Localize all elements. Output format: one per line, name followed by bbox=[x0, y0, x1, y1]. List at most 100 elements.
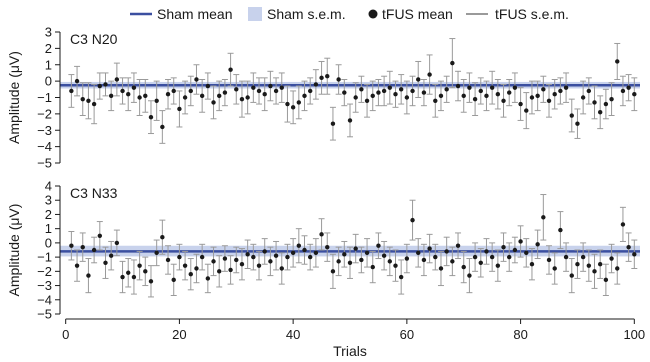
panel-label: C3 N33 bbox=[70, 185, 118, 201]
tfus-mean-point bbox=[444, 87, 449, 92]
tfus-mean-point bbox=[342, 252, 347, 257]
legend-tfus-mean-label: tFUS mean bbox=[382, 6, 453, 22]
tfus-mean-point bbox=[455, 243, 461, 248]
tfus-mean-point bbox=[143, 269, 148, 274]
tfus-mean-point bbox=[438, 266, 444, 271]
tfus-mean-point bbox=[313, 250, 319, 256]
tfus-mean-point bbox=[307, 254, 313, 260]
tfus-mean-point bbox=[148, 114, 154, 120]
legend-tfus-sem-label: tFUS s.e.m. bbox=[495, 6, 569, 22]
tfus-mean-point bbox=[580, 95, 586, 100]
tfus-mean-point bbox=[114, 77, 120, 82]
tfus-mean-point bbox=[484, 93, 489, 99]
tfus-mean-point bbox=[563, 254, 569, 260]
tfus-mean-point bbox=[199, 93, 205, 99]
tfus-mean-point bbox=[91, 101, 97, 107]
tfus-mean-point bbox=[450, 60, 455, 66]
y-tick-label: −2 bbox=[37, 264, 52, 279]
x-tick-label: 20 bbox=[172, 327, 186, 342]
tfus-mean-point bbox=[433, 254, 438, 260]
tfus-mean-point bbox=[478, 88, 483, 94]
tfus-mean-point bbox=[455, 83, 461, 89]
tfus-mean-point bbox=[126, 270, 131, 275]
tfus-mean-point bbox=[143, 93, 148, 99]
tfus-mean-point bbox=[239, 262, 245, 267]
tfus-mean-point bbox=[632, 252, 637, 257]
tfus-mean-point bbox=[398, 87, 404, 92]
tfus-mean-point bbox=[217, 93, 222, 99]
y-axis-title: Amplitude (μV) bbox=[6, 204, 22, 297]
tfus-mean-point bbox=[131, 85, 137, 90]
tfus-mean-point bbox=[592, 100, 597, 105]
tfus-mean-point bbox=[69, 88, 74, 94]
tfus-mean-point bbox=[256, 88, 262, 94]
tfus-mean-point bbox=[177, 106, 182, 112]
tfus-mean-point bbox=[74, 263, 80, 268]
tfus-mean-point bbox=[279, 85, 284, 90]
tfus-mean-point bbox=[387, 259, 393, 264]
tfus-mean-point bbox=[120, 88, 125, 94]
tfus-mean-point bbox=[535, 242, 540, 247]
tfus-mean-point bbox=[211, 259, 216, 264]
tfus-mean-point bbox=[302, 93, 307, 99]
tfus-mean-point bbox=[347, 260, 353, 265]
tfus-mean-point bbox=[325, 74, 330, 79]
panel-c3-n20: 321 0−1−2 −3−4 −5 C3 N20 Amplitude (μV) bbox=[6, 25, 640, 171]
tfus-mean-point bbox=[518, 239, 523, 244]
tfus-mean-point bbox=[359, 257, 364, 263]
tfus-mean-point bbox=[245, 252, 250, 257]
tfus-mean-point bbox=[404, 95, 410, 100]
y-tick-label: 3 bbox=[45, 25, 52, 40]
legend-sham-mean-label: Sham mean bbox=[157, 6, 232, 22]
tfus-mean-point bbox=[234, 257, 239, 263]
tfus-mean-point bbox=[103, 82, 108, 87]
tfus-mean-point bbox=[393, 263, 398, 268]
y-tick-label: −2 bbox=[37, 106, 52, 121]
tfus-mean-point bbox=[97, 233, 103, 238]
tfus-mean-point bbox=[626, 85, 631, 90]
tfus-mean-point bbox=[398, 274, 404, 280]
tfus-mean-point bbox=[296, 100, 302, 105]
tfus-mean-point bbox=[188, 88, 193, 94]
tfus-mean-point bbox=[609, 256, 614, 261]
tfus-mean-point bbox=[558, 88, 563, 94]
tfus-mean-point bbox=[580, 254, 586, 260]
tfus-mean-point bbox=[273, 253, 279, 258]
tfus-mean-point bbox=[512, 247, 518, 253]
y-tick-label: 0 bbox=[45, 235, 52, 250]
x-axis-title: Trials bbox=[333, 343, 367, 359]
tfus-mean-point bbox=[427, 72, 432, 77]
x-tick-label: 40 bbox=[286, 327, 300, 342]
tfus-mean-point bbox=[359, 87, 364, 92]
tfus-mean-point bbox=[597, 262, 603, 267]
tfus-mean-point bbox=[228, 67, 233, 72]
tfus-mean-point bbox=[211, 100, 216, 105]
tfus-mean-point bbox=[472, 96, 478, 102]
tfus-mean-point bbox=[126, 92, 131, 97]
tfus-mean-point bbox=[376, 90, 381, 95]
tfus-mean-point bbox=[524, 250, 529, 256]
tfus-mean-point bbox=[171, 88, 176, 94]
y-tick-label: 1 bbox=[45, 221, 52, 236]
tfus-mean-point bbox=[325, 244, 330, 250]
tfus-mean-point bbox=[421, 257, 427, 263]
tfus-mean-point bbox=[353, 95, 358, 100]
tfus-mean-point bbox=[609, 96, 614, 102]
y-tick-label: −3 bbox=[37, 123, 52, 138]
tfus-mean-point bbox=[330, 121, 336, 126]
tfus-mean-point bbox=[427, 246, 432, 251]
tfus-mean-point bbox=[615, 59, 620, 64]
tfus-mean-point bbox=[558, 227, 563, 233]
tfus-mean-point bbox=[182, 95, 188, 100]
tfus-mean-point bbox=[234, 87, 239, 92]
tfus-mean-point bbox=[546, 257, 552, 263]
tfus-mean-point bbox=[228, 267, 233, 273]
tfus-mean-point bbox=[364, 250, 370, 256]
tfus-mean-point bbox=[330, 269, 336, 274]
tfus-mean-point bbox=[296, 243, 302, 248]
tfus-mean-point bbox=[74, 78, 80, 84]
tfus-mean-point bbox=[194, 77, 199, 82]
tfus-mean-point bbox=[165, 257, 171, 263]
tfus-mean-point bbox=[256, 263, 262, 268]
